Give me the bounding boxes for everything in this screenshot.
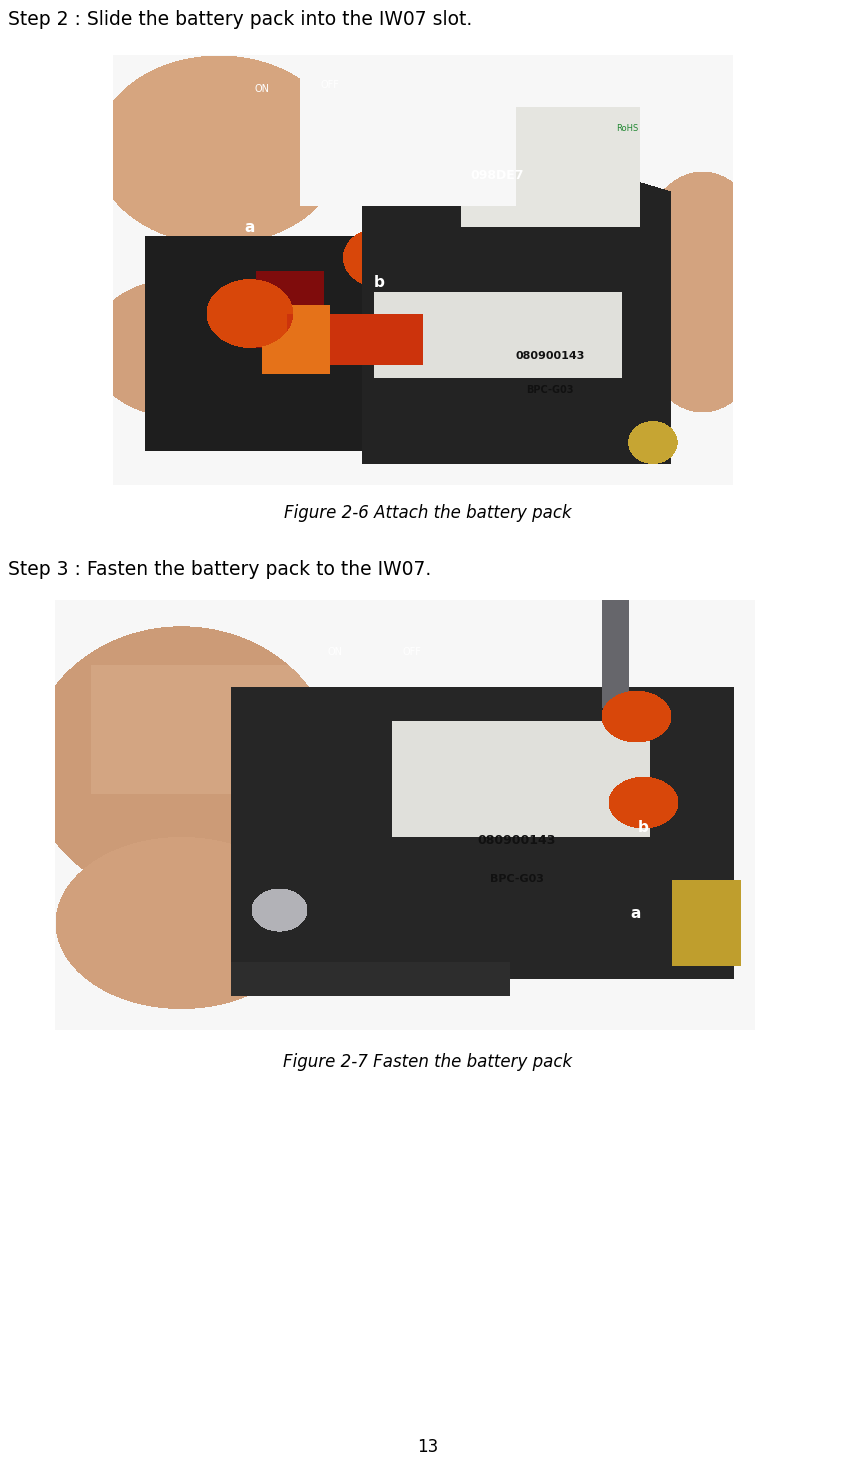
- Text: BPC-G03: BPC-G03: [490, 875, 544, 884]
- Text: ON: ON: [328, 647, 342, 657]
- Text: 080900143: 080900143: [515, 350, 585, 361]
- Text: Figure 2-7 Fasten the battery pack: Figure 2-7 Fasten the battery pack: [283, 1053, 573, 1072]
- Text: Step 2 : Slide the battery pack into the IW07 slot.: Step 2 : Slide the battery pack into the…: [8, 10, 473, 29]
- Text: 080900143: 080900143: [478, 834, 556, 847]
- Text: Step 3 : Fasten the battery pack to the IW07.: Step 3 : Fasten the battery pack to the …: [8, 560, 431, 579]
- Text: b: b: [638, 821, 649, 836]
- Text: Figure 2-6 Attach the battery pack: Figure 2-6 Attach the battery pack: [284, 504, 572, 522]
- Text: b: b: [374, 276, 385, 290]
- Text: ON: ON: [254, 85, 270, 94]
- Text: RoHS: RoHS: [616, 123, 639, 132]
- Text: OFF: OFF: [402, 647, 421, 657]
- Text: BPC-G03: BPC-G03: [526, 386, 574, 396]
- Text: OFF: OFF: [320, 81, 340, 89]
- Text: a: a: [631, 906, 641, 922]
- Text: 098DE7: 098DE7: [471, 169, 524, 182]
- Text: 13: 13: [418, 1438, 438, 1456]
- Text: a: a: [244, 220, 254, 235]
